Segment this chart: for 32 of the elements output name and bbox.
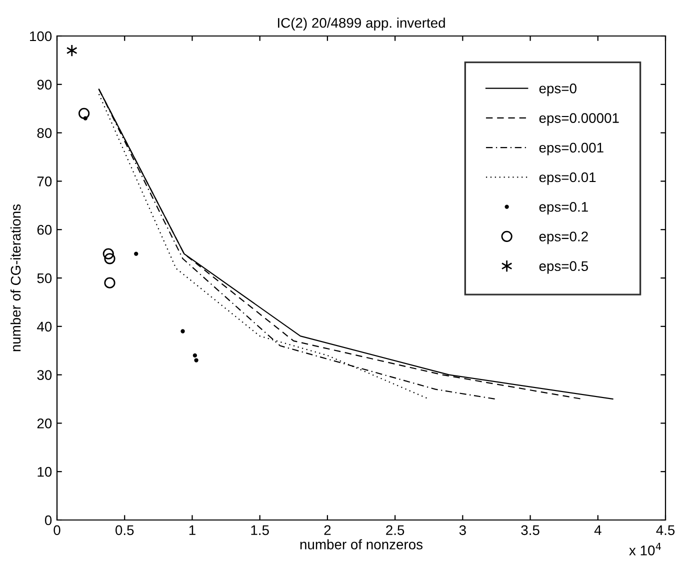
y-tick-label: 30 (37, 370, 52, 380)
y-tick-label: 100 (30, 31, 52, 42)
text: x 10$^{4}$ (629, 542, 661, 556)
legend-label: eps=0.1 (539, 202, 588, 215)
legend-label: eps=0.2 (539, 232, 588, 244)
y-tick-label: 10 (38, 466, 52, 477)
legend-label: eps=0.01 (539, 172, 596, 185)
x-axis-title: number of nonzeros (300, 539, 423, 550)
y-tick-label: 60 (37, 224, 52, 235)
y-tick-label: 50 (37, 273, 52, 284)
x-tick-label: 2.5 (386, 525, 404, 536)
legend-label: eps=0.00001 (539, 113, 619, 126)
x-tick-label: 4 (594, 525, 602, 535)
x-tick-label: 0.5 (116, 525, 134, 536)
x-tick-label: 3.5 (521, 525, 540, 536)
x-tick-label: 4.5 (656, 525, 675, 536)
x-tick-label: 2 (324, 525, 331, 535)
legend-label: eps=0.5 (539, 261, 588, 274)
y-axis-title: number of CG-iterations (10, 204, 21, 352)
y-tick-label: 40 (37, 322, 52, 332)
x-tick-label: 1.5 (251, 525, 269, 536)
y-tick-label: 90 (37, 80, 52, 90)
x-tick-label: 1 (189, 525, 196, 535)
x-tick-label: 3 (459, 525, 466, 536)
legend-label: eps=0 (539, 84, 576, 96)
y-tick-label: 0 (44, 515, 52, 526)
y-tick-label: 20 (37, 418, 52, 428)
x-tick-label: 0 (54, 525, 60, 536)
y-tick-label: 70 (37, 176, 52, 186)
y-tick-label: 80 (37, 128, 52, 138)
legend-label: eps=0.001 (539, 142, 604, 156)
chart-title: IC(2) 20/4899 app. inverted (278, 18, 445, 31)
